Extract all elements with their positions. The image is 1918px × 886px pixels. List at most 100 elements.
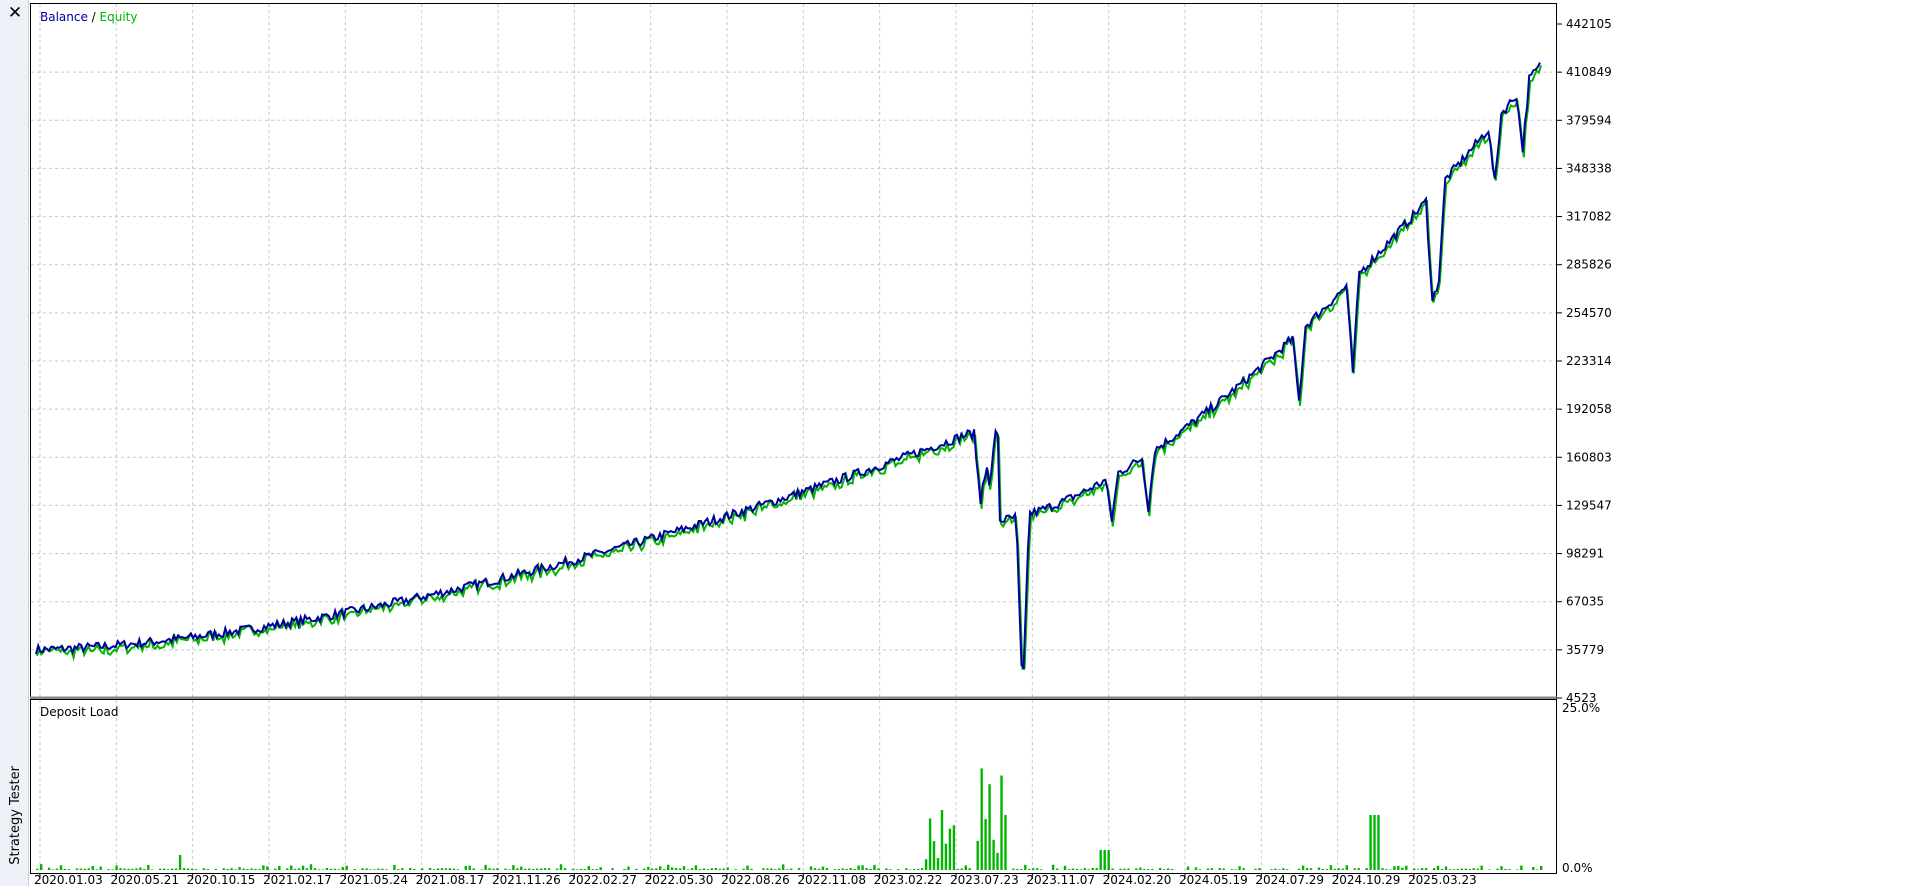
load-bar bbox=[1345, 865, 1348, 870]
y-tick-label: 4523 bbox=[1566, 691, 1597, 705]
load-bar bbox=[488, 868, 491, 870]
load-bar bbox=[932, 841, 936, 870]
load-bar bbox=[917, 868, 920, 870]
load-bar bbox=[1337, 868, 1340, 870]
load-bar bbox=[750, 868, 753, 870]
load-bar bbox=[127, 868, 130, 870]
load-bar bbox=[1095, 868, 1098, 870]
balance-plot-frame bbox=[30, 3, 1557, 698]
load-bar bbox=[333, 868, 336, 870]
y-tick-label: 317082 bbox=[1566, 210, 1612, 224]
load-bar bbox=[420, 868, 424, 870]
load-bar bbox=[1325, 869, 1329, 870]
load-bar bbox=[202, 868, 206, 870]
load-bar bbox=[1341, 868, 1344, 870]
load-bar bbox=[1210, 868, 1213, 870]
load-bar bbox=[377, 868, 380, 870]
load-bar bbox=[575, 869, 579, 870]
load-bar bbox=[1040, 869, 1043, 870]
load-bar bbox=[1401, 867, 1404, 870]
load-bar bbox=[1297, 868, 1301, 870]
load-bar bbox=[1333, 868, 1336, 870]
load-bar bbox=[1436, 865, 1440, 870]
load-bar bbox=[1270, 869, 1273, 870]
load-bar bbox=[655, 868, 658, 870]
load-bar bbox=[543, 868, 547, 870]
load-bar bbox=[647, 866, 650, 870]
load-bar bbox=[472, 868, 475, 870]
load-bar bbox=[734, 869, 737, 870]
load-bar bbox=[234, 869, 237, 870]
load-bar bbox=[583, 869, 586, 870]
load-bar bbox=[290, 865, 293, 870]
load-bar bbox=[226, 869, 229, 870]
load-bar bbox=[99, 866, 102, 870]
load-bar bbox=[1381, 868, 1384, 870]
load-bar bbox=[1305, 868, 1309, 870]
y-tick-label: 442105 bbox=[1566, 17, 1612, 31]
legend-separator: / bbox=[88, 10, 100, 24]
load-bar bbox=[1274, 868, 1277, 870]
load-bar bbox=[1055, 868, 1059, 870]
x-tick-label: 2023.02.22 bbox=[874, 873, 943, 886]
load-bar bbox=[1103, 850, 1106, 870]
load-bar bbox=[766, 868, 769, 870]
load-bar bbox=[444, 868, 448, 870]
close-icon[interactable]: ✕ bbox=[7, 3, 23, 23]
load-bar bbox=[790, 868, 793, 870]
load-bar bbox=[1163, 869, 1166, 870]
load-bar bbox=[1504, 868, 1507, 870]
load-bar bbox=[317, 869, 321, 870]
load-bar bbox=[1067, 869, 1071, 870]
load-bar bbox=[591, 869, 594, 870]
load-bar bbox=[393, 864, 396, 870]
load-bar bbox=[345, 865, 348, 870]
load-bar bbox=[690, 868, 694, 870]
x-tick-label: 2021.08.17 bbox=[416, 873, 485, 886]
load-bar bbox=[1167, 868, 1170, 870]
load-bar bbox=[1488, 869, 1491, 870]
load-bar bbox=[341, 867, 344, 870]
load-bar bbox=[670, 867, 674, 870]
load-bar bbox=[952, 825, 956, 870]
load-bar bbox=[520, 866, 523, 870]
y-axis-main: 442105 410849 379594 348338 317082 285826 2545… bbox=[1556, 17, 1612, 705]
load-bar bbox=[1071, 868, 1075, 870]
load-bar bbox=[1286, 869, 1289, 870]
load-bar bbox=[242, 868, 245, 870]
load-bar bbox=[861, 865, 864, 870]
load-bar bbox=[873, 864, 876, 870]
load-bar bbox=[254, 868, 257, 870]
load-plot-frame bbox=[30, 699, 1557, 874]
load-bar bbox=[262, 865, 265, 870]
load-bar bbox=[623, 869, 626, 870]
x-tick-label: 2024.07.29 bbox=[1255, 873, 1324, 886]
load-bar bbox=[297, 868, 301, 870]
load-bar bbox=[1464, 868, 1467, 870]
legend-balance: Balance bbox=[40, 10, 88, 24]
load-bar bbox=[337, 869, 340, 870]
load-y-label: 25.0% bbox=[1562, 701, 1600, 715]
load-bar bbox=[1460, 868, 1463, 870]
load-bar bbox=[1424, 868, 1428, 870]
load-bar bbox=[1075, 868, 1079, 870]
load-bar bbox=[682, 866, 686, 870]
load-bar bbox=[250, 868, 253, 870]
load-bar bbox=[1198, 869, 1202, 870]
load-bar bbox=[1107, 850, 1110, 870]
load-bar bbox=[877, 868, 880, 870]
x-tick-label: 2024.02.20 bbox=[1103, 873, 1172, 886]
load-bar bbox=[1440, 869, 1444, 870]
load-bar bbox=[1051, 864, 1055, 870]
load-bar bbox=[1028, 868, 1031, 870]
load-bar bbox=[813, 868, 817, 870]
load-bar bbox=[452, 868, 456, 870]
load-bar bbox=[1472, 868, 1475, 870]
load-bar bbox=[1405, 865, 1408, 870]
load-bar bbox=[651, 868, 654, 870]
load-bar bbox=[266, 866, 269, 870]
load-bar bbox=[59, 865, 63, 870]
load-bar bbox=[1127, 868, 1130, 870]
load-bar bbox=[667, 864, 670, 870]
